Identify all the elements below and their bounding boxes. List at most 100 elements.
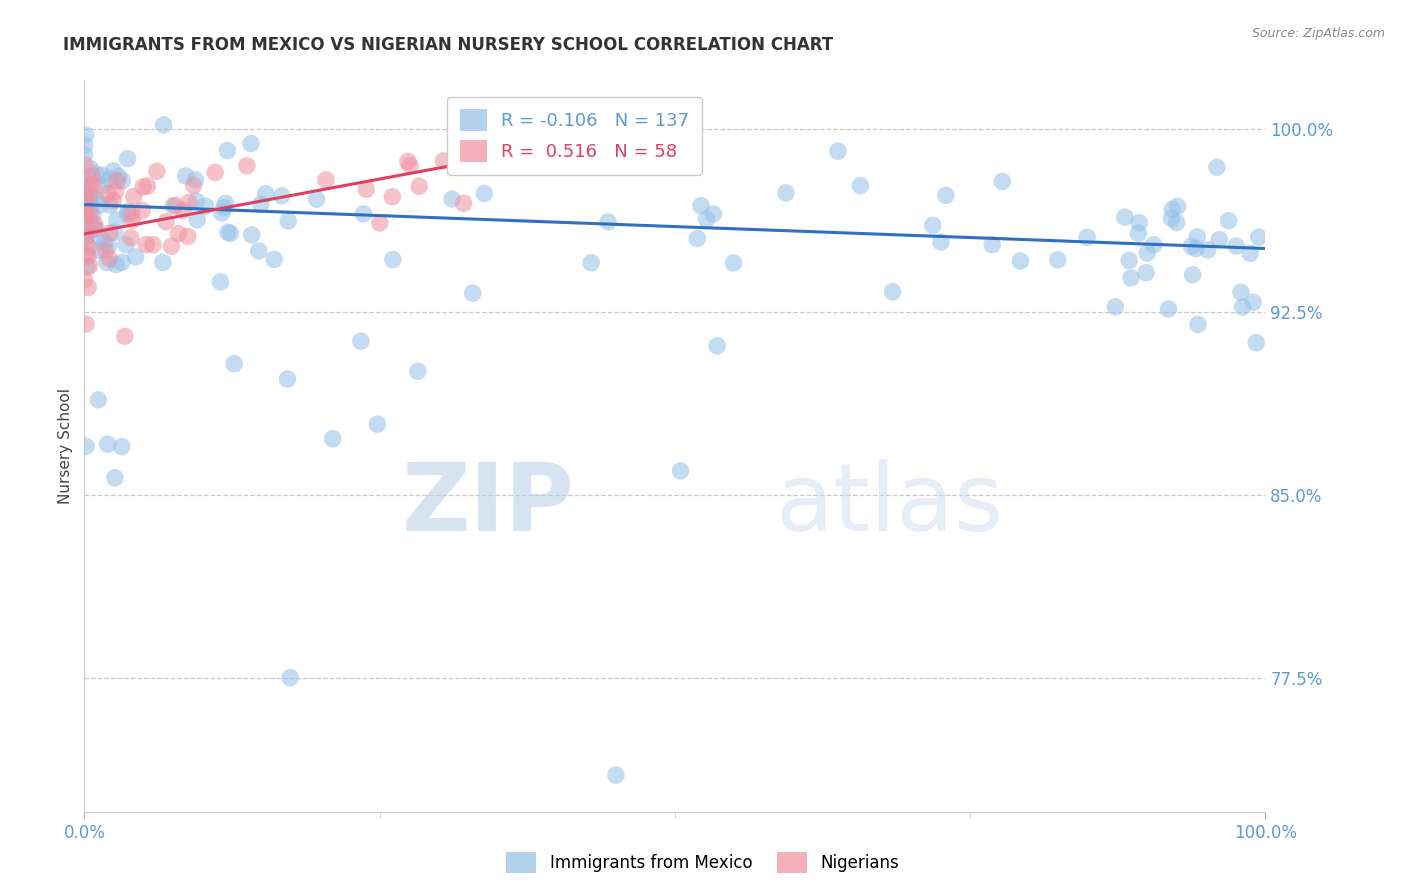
Point bbox=[1161, 202, 1184, 217]
Point bbox=[605, 768, 627, 782]
Point bbox=[73, 193, 96, 207]
Point bbox=[184, 173, 207, 187]
Text: IMMIGRANTS FROM MEXICO VS NIGERIAN NURSERY SCHOOL CORRELATION CHART: IMMIGRANTS FROM MEXICO VS NIGERIAN NURSE… bbox=[63, 36, 834, 54]
Point bbox=[236, 159, 259, 173]
Point bbox=[1046, 252, 1069, 267]
Point bbox=[89, 230, 111, 244]
Point bbox=[75, 208, 97, 222]
Point bbox=[79, 189, 101, 203]
Point bbox=[690, 199, 713, 213]
Point bbox=[105, 174, 128, 188]
Y-axis label: Nursery School: Nursery School bbox=[58, 388, 73, 504]
Point bbox=[305, 192, 328, 206]
Point bbox=[94, 244, 117, 258]
Point bbox=[120, 231, 142, 245]
Point bbox=[174, 169, 197, 183]
Point bbox=[399, 159, 422, 173]
Text: atlas: atlas bbox=[775, 458, 1004, 550]
Point bbox=[270, 189, 292, 203]
Point bbox=[73, 194, 96, 209]
Point bbox=[73, 208, 96, 222]
Point bbox=[322, 432, 344, 446]
Text: ZIP: ZIP bbox=[402, 458, 575, 550]
Point bbox=[75, 439, 97, 453]
Point bbox=[1205, 161, 1227, 175]
Point bbox=[79, 205, 101, 219]
Point bbox=[77, 280, 100, 294]
Point bbox=[117, 152, 139, 166]
Point bbox=[217, 225, 239, 239]
Point bbox=[165, 198, 187, 212]
Point bbox=[73, 215, 96, 229]
Point bbox=[75, 194, 97, 209]
Point bbox=[1180, 239, 1202, 253]
Point bbox=[921, 219, 943, 233]
Point bbox=[596, 215, 619, 229]
Point bbox=[152, 255, 174, 269]
Point bbox=[86, 193, 108, 207]
Point bbox=[1157, 301, 1180, 316]
Point bbox=[73, 148, 96, 162]
Legend: R = -0.106   N = 137, R =  0.516   N = 58: R = -0.106 N = 137, R = 0.516 N = 58 bbox=[447, 96, 702, 175]
Point bbox=[132, 180, 155, 194]
Point bbox=[352, 207, 374, 221]
Point bbox=[77, 250, 100, 264]
Point bbox=[98, 226, 121, 240]
Point bbox=[1241, 295, 1264, 310]
Point bbox=[354, 182, 377, 196]
Point bbox=[75, 225, 97, 239]
Point bbox=[177, 229, 200, 244]
Point bbox=[472, 186, 495, 201]
Point bbox=[224, 357, 246, 371]
Point bbox=[1225, 239, 1247, 253]
Point bbox=[121, 213, 143, 227]
Point bbox=[79, 186, 101, 201]
Point bbox=[849, 178, 872, 193]
Point bbox=[103, 225, 125, 239]
Point bbox=[381, 190, 404, 204]
Point bbox=[80, 161, 103, 176]
Point bbox=[84, 222, 107, 236]
Point bbox=[162, 199, 184, 213]
Point bbox=[1010, 254, 1032, 268]
Point bbox=[350, 334, 373, 348]
Point bbox=[315, 173, 337, 187]
Point bbox=[117, 204, 139, 219]
Point bbox=[146, 164, 169, 178]
Point bbox=[115, 237, 138, 252]
Point bbox=[211, 206, 233, 220]
Point bbox=[76, 178, 98, 192]
Point bbox=[73, 190, 96, 204]
Point bbox=[121, 206, 143, 220]
Point bbox=[1118, 253, 1140, 268]
Point bbox=[217, 144, 239, 158]
Point bbox=[79, 259, 101, 273]
Point bbox=[135, 237, 157, 252]
Point bbox=[1166, 215, 1188, 229]
Point bbox=[1247, 230, 1270, 244]
Point bbox=[179, 195, 201, 210]
Point bbox=[82, 208, 104, 222]
Point bbox=[1187, 318, 1209, 332]
Point bbox=[97, 186, 120, 201]
Point bbox=[408, 179, 430, 194]
Point bbox=[775, 186, 797, 200]
Point bbox=[80, 216, 103, 230]
Point bbox=[935, 188, 957, 202]
Point bbox=[219, 227, 242, 241]
Point bbox=[696, 211, 718, 226]
Point bbox=[981, 237, 1004, 252]
Point bbox=[91, 169, 114, 183]
Point bbox=[396, 154, 419, 169]
Point bbox=[136, 179, 159, 194]
Point bbox=[96, 255, 118, 269]
Point bbox=[105, 212, 128, 227]
Point bbox=[453, 196, 475, 211]
Point bbox=[702, 207, 724, 221]
Point bbox=[723, 256, 745, 270]
Point bbox=[83, 221, 105, 235]
Point bbox=[75, 230, 97, 244]
Point bbox=[1135, 266, 1157, 280]
Point bbox=[80, 169, 103, 183]
Point bbox=[142, 238, 165, 252]
